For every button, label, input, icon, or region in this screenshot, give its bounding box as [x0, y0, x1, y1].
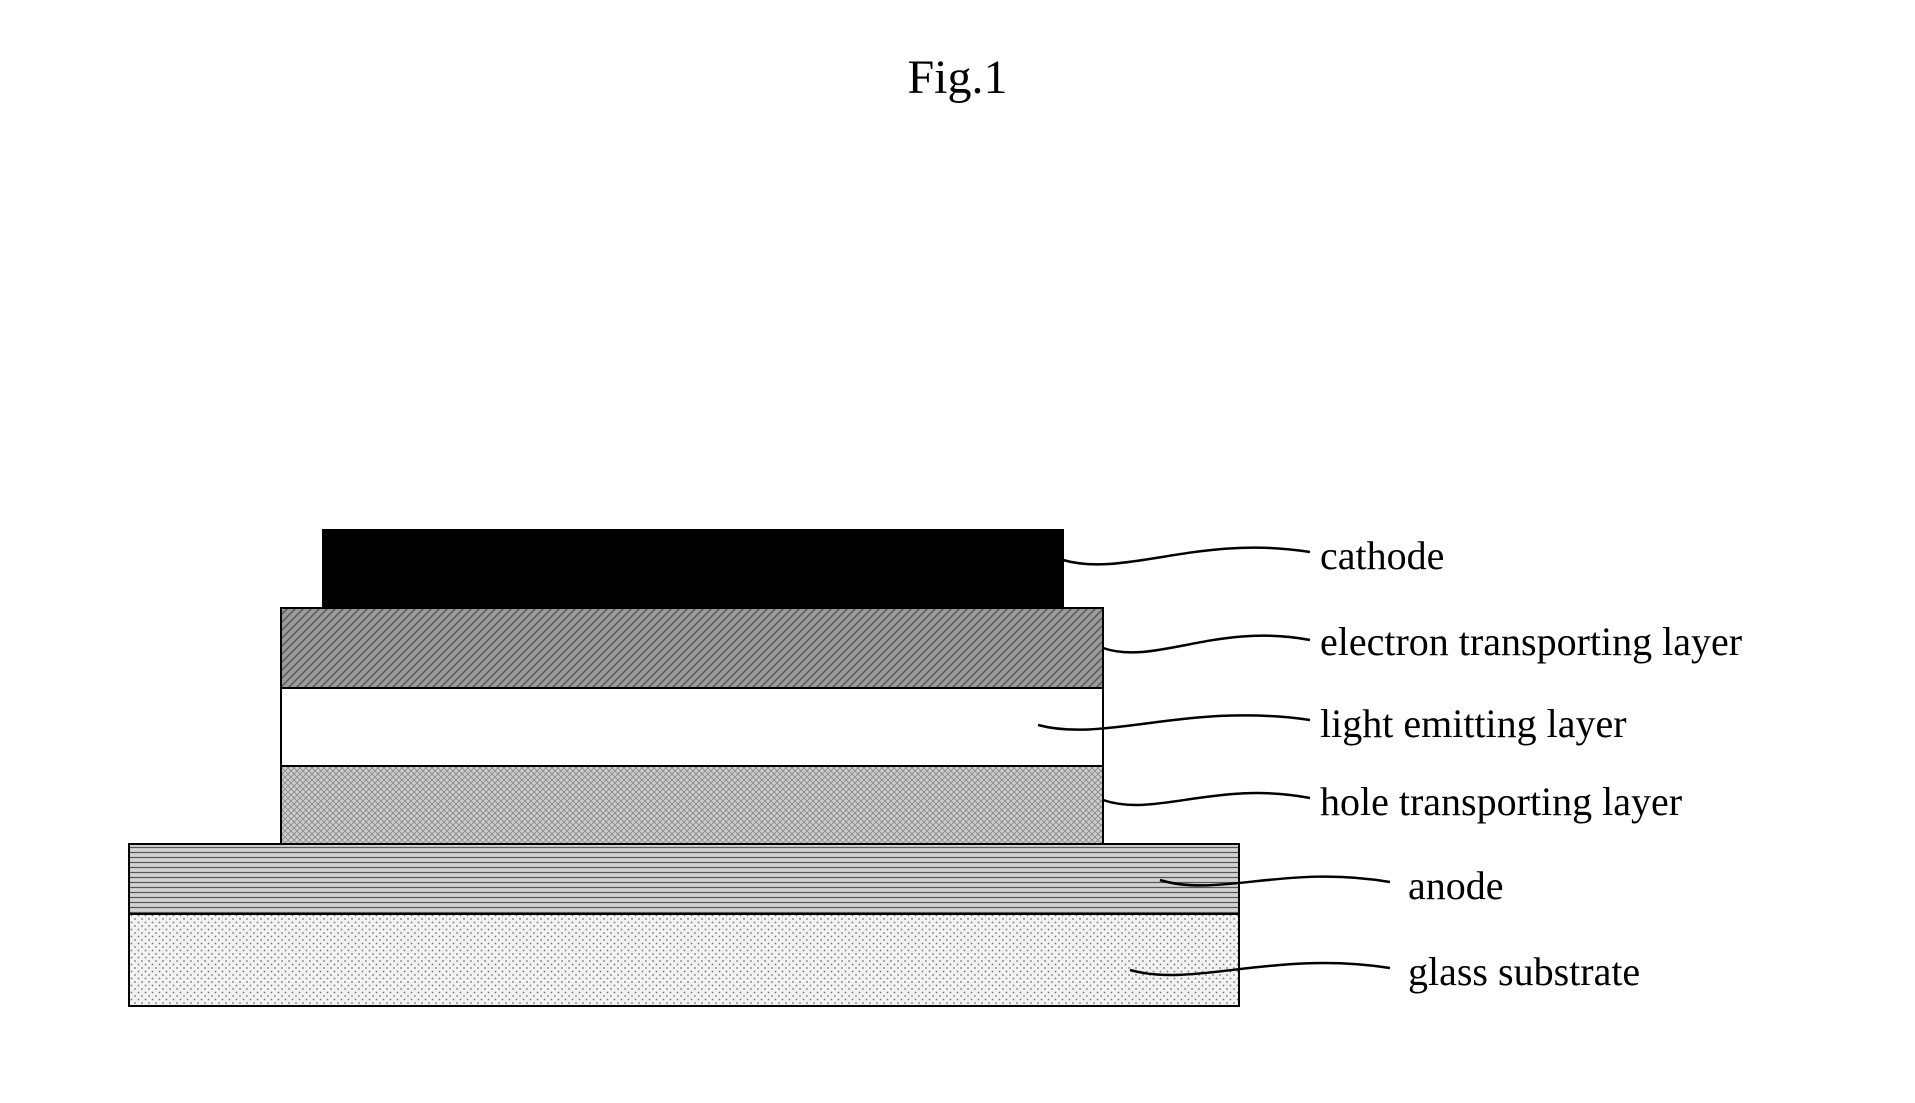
leader-hole-transporting [1103, 793, 1310, 805]
label-anode: anode [1408, 862, 1504, 909]
label-cathode: cathode [1320, 532, 1444, 579]
layer-diagram [0, 0, 1915, 1103]
layer-hole-transporting [281, 766, 1103, 844]
layer-light-emitting [281, 688, 1103, 766]
label-hole-transporting: hole transporting layer [1320, 778, 1682, 825]
layer-glass-substrate [129, 914, 1239, 1006]
leader-electron-transporting [1103, 636, 1310, 653]
leader-cathode [1063, 548, 1310, 565]
layer-electron-transporting [281, 608, 1103, 688]
layer-anode [129, 844, 1239, 914]
layer-cathode [323, 530, 1063, 608]
label-electron-transporting: electron transporting layer [1320, 618, 1742, 665]
label-glass-substrate: glass substrate [1408, 948, 1640, 995]
label-light-emitting: light emitting layer [1320, 700, 1627, 747]
